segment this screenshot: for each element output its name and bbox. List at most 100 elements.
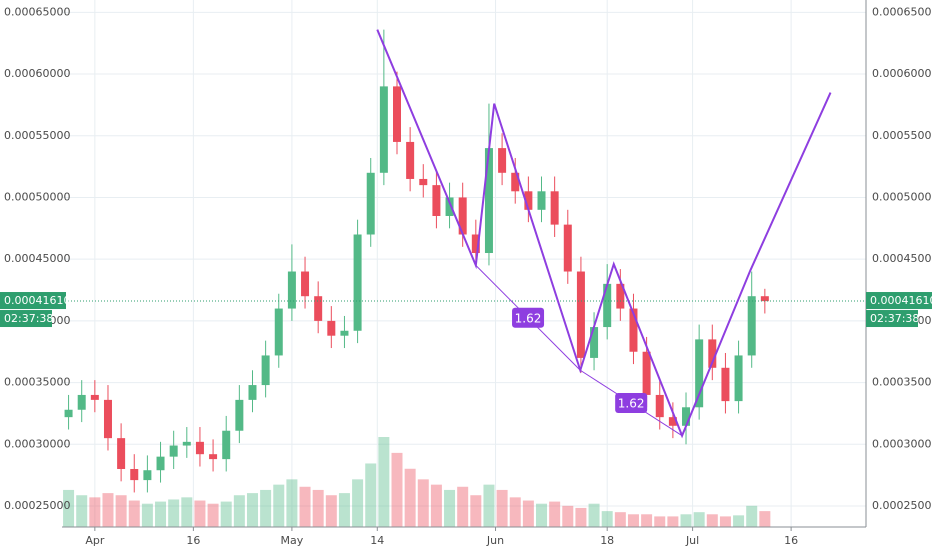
volume-bar	[496, 489, 508, 527]
candle-body	[537, 191, 546, 210]
volume-bar	[404, 468, 416, 527]
price-label: 0.00041610	[4, 294, 70, 307]
volume-bar	[654, 516, 666, 527]
candle-body	[406, 141, 415, 179]
y-tick-label: 0.00030000	[872, 437, 932, 450]
candle-body	[498, 148, 507, 173]
volume-bar	[667, 516, 679, 527]
volume-bar	[746, 505, 758, 527]
candle-body	[550, 191, 559, 225]
volume-bar	[352, 479, 364, 527]
volume-bar	[627, 514, 639, 527]
candle-body	[655, 394, 664, 418]
candle-body	[471, 234, 480, 254]
candle-body	[248, 385, 257, 400]
candle-body	[445, 197, 454, 216]
x-tick-label: 16	[784, 534, 798, 547]
volume-bar	[733, 515, 745, 527]
volume-bar	[76, 495, 88, 527]
ratio-badge	[512, 307, 545, 328]
volume-bar	[549, 501, 561, 527]
volume	[63, 437, 771, 527]
volume-bar	[115, 495, 127, 527]
volume-bar	[168, 499, 180, 527]
candle-body	[274, 308, 283, 356]
volume-bar	[562, 505, 574, 527]
volume-bar	[614, 512, 626, 527]
price-label: 0.00041610	[870, 294, 932, 307]
candle-body	[195, 441, 204, 455]
y-tick-label: 0.00060000	[872, 67, 932, 80]
volume-bar	[680, 514, 692, 527]
volume-bar	[155, 501, 167, 527]
candle-body	[209, 454, 218, 460]
candle-body	[130, 468, 139, 481]
candle-body	[603, 283, 612, 328]
ratio-badge	[615, 392, 648, 413]
volume-bar	[260, 489, 272, 527]
candle-body	[590, 327, 599, 358]
volume-bar	[365, 463, 377, 527]
x-tick-label: 18	[600, 534, 614, 547]
volume-bar	[759, 511, 771, 527]
volume-bar	[141, 503, 153, 527]
y-tick-label: 0.00050000	[4, 190, 70, 203]
candle-body	[695, 339, 704, 408]
volume-bar	[181, 497, 193, 527]
candle-body	[616, 283, 625, 309]
candle-body	[143, 470, 152, 481]
volume-bar	[299, 486, 311, 527]
volume-bar	[693, 512, 705, 527]
volume-bar	[575, 507, 587, 527]
volume-bar	[536, 503, 548, 527]
candle-body	[747, 296, 756, 356]
volume-bar	[509, 497, 521, 527]
candle-body	[458, 197, 467, 235]
candle-body	[314, 296, 323, 321]
y-tick-label: 0.00030000	[4, 437, 70, 450]
x-tick-label: Apr	[85, 534, 105, 547]
y-tick-label: 0.00045000	[872, 252, 932, 265]
candle-body	[340, 330, 349, 336]
volume-bar	[430, 484, 442, 527]
candle-body	[222, 430, 231, 460]
volume-bar	[273, 484, 285, 527]
volume-bar	[128, 500, 140, 527]
candle-body	[432, 185, 441, 216]
overlay: 1.62 1.62	[62, 29, 866, 439]
volume-bar	[601, 511, 613, 527]
candle-body	[156, 456, 165, 471]
candle-body	[182, 441, 191, 446]
candle-body	[629, 308, 638, 352]
candle-body	[524, 191, 533, 210]
x-tick-label: Jul	[685, 534, 699, 547]
pattern-line	[376, 29, 832, 439]
volume-bar	[63, 489, 75, 527]
candle-body	[90, 394, 99, 400]
price-box	[866, 292, 932, 310]
volume-bar	[719, 516, 731, 527]
volume-bar	[706, 514, 718, 527]
candle-body	[235, 399, 244, 431]
volume-bar	[417, 479, 429, 527]
y-tick-label: 0.00050000	[872, 190, 932, 203]
x-tick-label: 16	[186, 534, 200, 547]
candle-body	[169, 445, 178, 457]
axis-labels: 0.00025000 0.00025000 0.00030000 0.00030000…	[0, 5, 932, 547]
candle-body	[682, 407, 691, 426]
candle-body	[103, 399, 112, 439]
price-box	[0, 292, 66, 310]
candle-body	[419, 178, 428, 186]
candle-body	[327, 320, 336, 336]
candle-body	[708, 339, 717, 368]
volume-bar	[194, 500, 206, 527]
y-tick-label: 0.00035000	[872, 376, 932, 389]
candle-body	[563, 224, 572, 272]
candle-body	[511, 172, 520, 192]
volume-bar	[286, 479, 298, 527]
y-tick-label: 0.00060000	[4, 67, 70, 80]
candle-body	[734, 355, 743, 402]
candle-body	[721, 367, 730, 402]
volume-bar	[207, 503, 219, 527]
